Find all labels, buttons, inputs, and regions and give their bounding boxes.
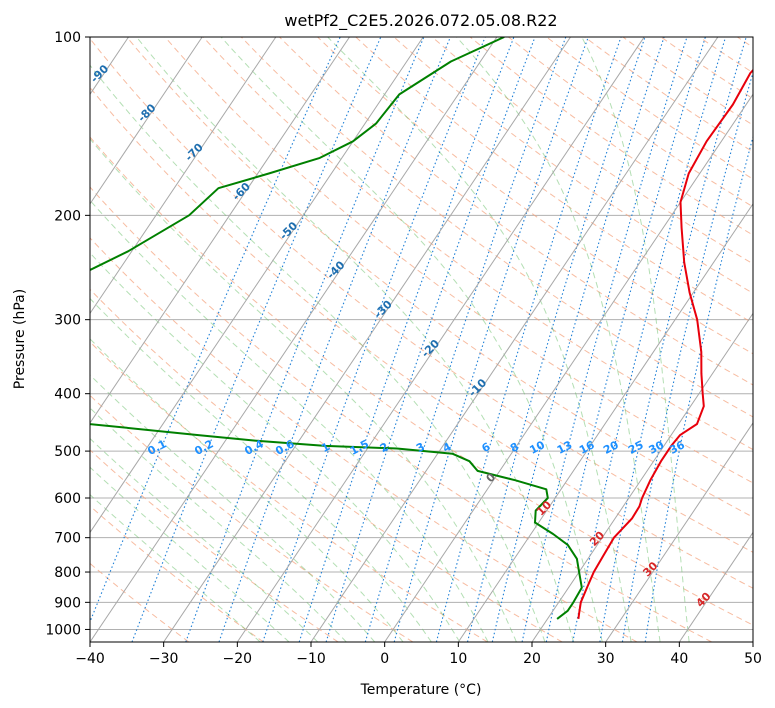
moist-adiabat — [90, 437, 319, 642]
moist-adiabat — [90, 494, 261, 642]
y-axis-title: Pressure (hPa) — [12, 289, 28, 389]
moist-adiabat — [220, 37, 603, 642]
x-tick-label-3: −10 — [296, 651, 326, 667]
y-tick-label-2: 300 — [54, 313, 81, 329]
mixing-ratio-label-16: 30 — [647, 438, 667, 457]
mixing-ratio-line — [599, 37, 747, 642]
dry-adiabat — [317, 37, 753, 355]
mixing-ratio-label-11: 10 — [527, 438, 547, 457]
mixing-ratio-line — [621, 70, 753, 642]
plot-frame — [89, 36, 754, 643]
y-tick-label-3: 400 — [54, 387, 81, 403]
x-tick-label-6: 20 — [523, 651, 541, 667]
isotherm-line — [90, 37, 424, 534]
y-tick-label-7: 800 — [54, 565, 81, 581]
moist-adiabat — [581, 37, 690, 642]
moist-adiabat — [456, 37, 661, 642]
isotherm-line — [384, 93, 753, 642]
mixing-ratio-line — [325, 37, 536, 642]
mixing-ratio-line — [435, 37, 622, 642]
dry-adiabat — [90, 86, 753, 589]
isotherm-line — [163, 37, 571, 642]
moist-adiabat — [90, 374, 376, 642]
x-tick-label-7: 30 — [597, 651, 615, 667]
mixing-ratio-line — [364, 37, 567, 642]
x-axis-title: Temperature (°C) — [360, 682, 482, 698]
x-axis-ticks: −40 −30 −20 −10 0 10 20 30 40 50 — [75, 642, 762, 667]
profile-line-1 — [90, 37, 583, 620]
dry-adiabat — [240, 37, 753, 418]
isotherm-line — [90, 37, 350, 424]
mixing-ratio-line — [393, 37, 589, 642]
dry-adiabats — [90, 37, 753, 642]
dry-adiabat — [164, 37, 753, 484]
mixing-ratio-line — [545, 37, 706, 642]
isotherm-line — [90, 37, 277, 315]
moist-adiabats — [90, 37, 690, 642]
dry-adiabat — [90, 288, 563, 642]
mixing-ratio-line — [466, 37, 646, 642]
y-tick-label-5: 600 — [54, 491, 81, 507]
pressure-grid — [90, 37, 753, 630]
y-tick-label-8: 900 — [54, 595, 81, 611]
mixing-ratio-line — [185, 37, 425, 642]
isotherm-line — [605, 422, 753, 642]
x-tick-label-9: 50 — [744, 651, 762, 667]
x-tick-label-1: −30 — [149, 651, 179, 667]
dry-adiabat — [279, 37, 753, 386]
mixing-ratio-line — [644, 134, 753, 642]
x-tick-label-0: −40 — [75, 651, 105, 667]
y-tick-label-6: 700 — [54, 531, 81, 547]
isotherm-line — [678, 531, 753, 642]
dry-adiabat — [546, 37, 753, 180]
mixing-ratio-label-17: 36 — [667, 438, 687, 457]
dry-adiabat — [90, 341, 488, 642]
dry-adiabat — [469, 37, 753, 236]
dry-adiabat — [584, 37, 753, 153]
y-axis-ticks: 100 200 300 400 500 600 700 800 900 1000 — [45, 30, 90, 638]
y-tick-label-0: 100 — [54, 30, 81, 46]
y-tick-label-9: 1000 — [45, 622, 81, 638]
mixing-ratio-lines — [90, 37, 753, 642]
mixing-ratio-line — [90, 37, 341, 624]
y-tick-label-4: 500 — [54, 444, 81, 460]
isotherm-line — [236, 37, 645, 642]
x-tick-label-5: 10 — [449, 651, 467, 667]
dry-adiabat — [202, 37, 753, 451]
moist-adiabat — [90, 338, 404, 642]
dry-adiabat — [90, 186, 712, 642]
isotherm-line — [457, 202, 753, 642]
chart-title: wetPf2_C2E5.2026.072.05.08.R22 — [284, 11, 557, 31]
isotherms — [90, 37, 753, 642]
y-tick-label-1: 200 — [54, 208, 81, 224]
x-tick-label-4: 0 — [380, 651, 389, 667]
dry-adiabat — [90, 449, 339, 642]
dry-adiabat — [508, 37, 753, 208]
isotherm-line — [531, 312, 753, 642]
isotherm-line — [310, 37, 719, 642]
moist-adiabat — [90, 297, 432, 642]
moist-adiabat — [90, 466, 290, 642]
sounding-profiles — [90, 37, 753, 620]
mixing-ratio-label-14: 20 — [601, 438, 621, 457]
dry-adiabat — [355, 37, 753, 324]
mixing-ratio-label-12: 13 — [555, 438, 575, 457]
x-tick-label-8: 40 — [670, 651, 688, 667]
moist-adiabat — [136, 37, 575, 642]
mixing-ratio-label-15: 25 — [626, 438, 646, 457]
x-tick-label-2: −20 — [223, 651, 253, 667]
mixing-ratio-line — [262, 37, 486, 642]
dry-adiabat — [90, 136, 753, 626]
mixing-ratio-label-13: 16 — [577, 438, 597, 457]
moist-adiabat — [327, 37, 632, 642]
isotherm-line — [90, 37, 498, 642]
moist-adiabat — [90, 64, 546, 642]
mixing-ratio-line — [131, 37, 382, 642]
dry-adiabat — [126, 37, 753, 518]
mixing-ratio-line — [491, 37, 665, 642]
profile-line-0 — [577, 68, 753, 620]
isotherm-line — [90, 37, 203, 205]
